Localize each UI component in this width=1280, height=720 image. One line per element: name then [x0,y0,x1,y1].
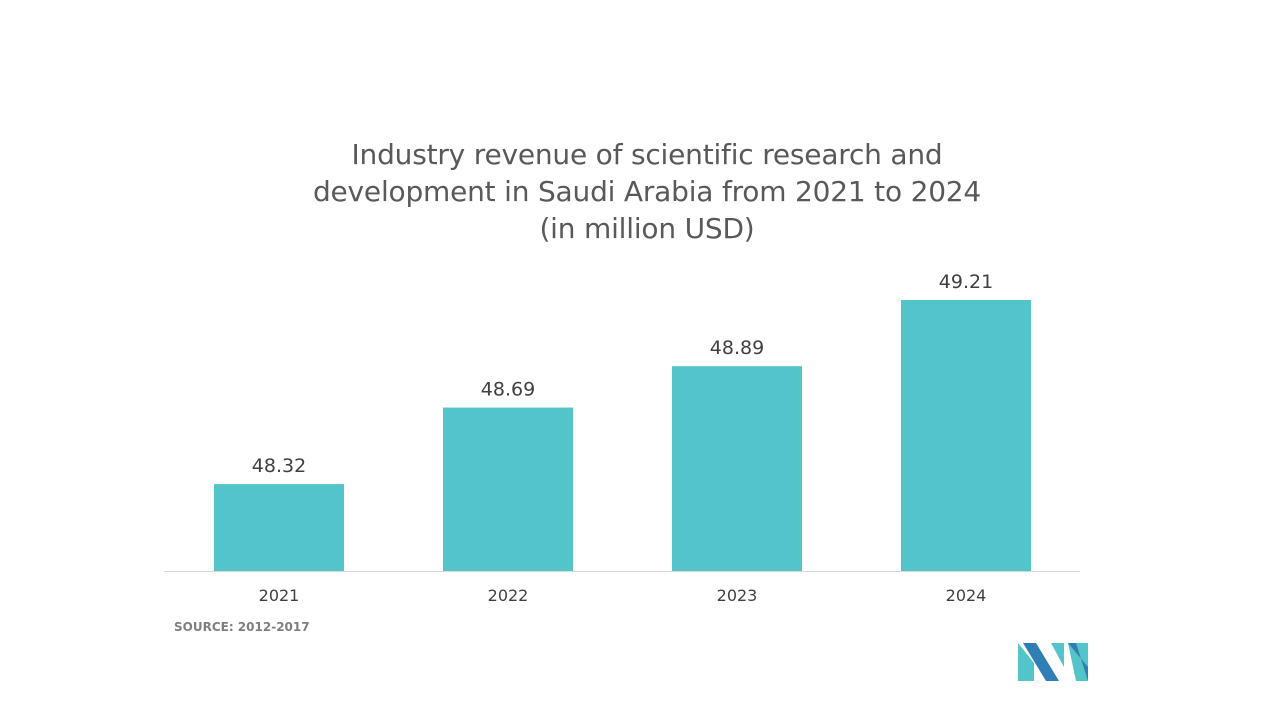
x-tick-labels-group: 2021 2022 2023 2024 [259,586,987,605]
title-line-2: development in Saudi Arabia from 2021 to… [312,175,982,208]
logo-center-shape [1051,643,1064,667]
source-note: SOURCE: 2012-2017 [174,620,310,634]
title-line-3: (in million USD) [539,212,755,245]
value-label-2024: 49.21 [939,271,993,293]
chart-title: Industry revenue of scientific research … [0,136,1280,247]
bar-2024 [901,300,1031,571]
x-tick-label-2024: 2024 [946,586,987,605]
x-tick-label-2021: 2021 [259,586,300,605]
x-tick-label-2023: 2023 [717,586,758,605]
mordor-intelligence-logo-icon [1018,643,1088,681]
bars-group [214,300,1031,571]
value-label-2023: 48.89 [710,337,764,359]
value-label-2021: 48.32 [252,455,306,477]
title-line-1: Industry revenue of scientific research … [351,138,943,171]
bar-2021 [214,484,344,571]
bar-2022 [443,407,573,571]
value-label-2022: 48.69 [481,379,535,401]
logo-right-shape [1068,643,1088,681]
value-labels-group: 48.32 48.69 48.89 49.21 [252,271,993,477]
logo-mid-shape [1023,643,1059,681]
logo-left-shape [1018,643,1034,681]
logo-right-dark-shape [1068,643,1088,681]
bar-2023 [672,366,802,571]
x-tick-label-2022: 2022 [488,586,529,605]
